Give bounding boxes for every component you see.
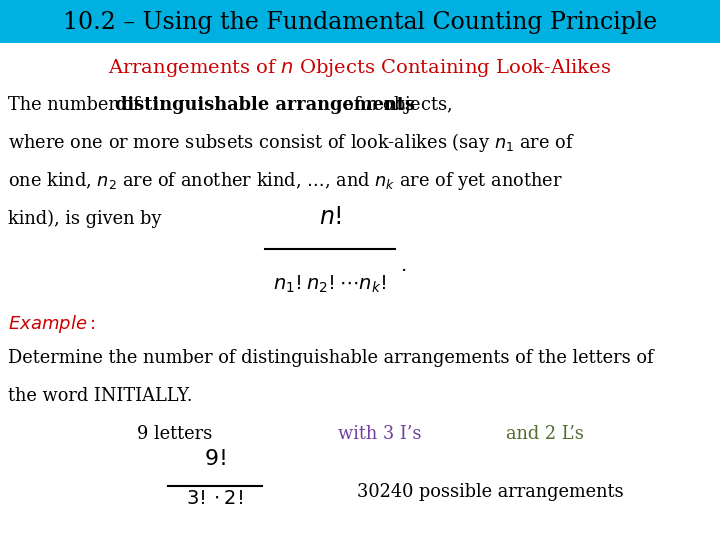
Text: $3! \cdot 2!$: $3! \cdot 2!$ xyxy=(186,490,243,508)
Text: kind), is given by: kind), is given by xyxy=(8,210,161,228)
Text: with 3 I’s: with 3 I’s xyxy=(338,425,422,443)
Text: $n_1 ! n_2 ! \cdots n_k !$: $n_1 ! n_2 ! \cdots n_k !$ xyxy=(273,274,387,295)
Text: one kind, $\mathit{n}_2$ are of another kind, $\ldots$, and $\mathit{n}_k$ are o: one kind, $\mathit{n}_2$ are of another … xyxy=(8,170,563,192)
Text: The number of: The number of xyxy=(8,96,145,114)
Text: .: . xyxy=(400,257,406,275)
Text: 10.2 – Using the Fundamental Counting Principle: 10.2 – Using the Fundamental Counting Pr… xyxy=(63,10,657,33)
Text: Arrangements of $\mathit{n}$ Objects Containing Look-Alikes: Arrangements of $\mathit{n}$ Objects Con… xyxy=(109,57,611,79)
Text: of $\mathit{n}$ objects,: of $\mathit{n}$ objects, xyxy=(337,94,453,116)
Text: and 2 L’s: and 2 L’s xyxy=(506,425,584,443)
Text: 30240 possible arrangements: 30240 possible arrangements xyxy=(356,483,624,501)
Text: where one or more subsets consist of look-alikes (say $\mathit{n}_1$ are of: where one or more subsets consist of loo… xyxy=(8,132,575,154)
Text: $\mathit{Example:}$: $\mathit{Example:}$ xyxy=(8,313,96,335)
Text: distinguishable arrangements: distinguishable arrangements xyxy=(115,96,415,114)
Bar xyxy=(0,0,720,43)
Text: the word INITIALLY.: the word INITIALLY. xyxy=(8,387,192,405)
Text: $9!$: $9!$ xyxy=(204,448,226,470)
Text: 9 letters: 9 letters xyxy=(138,425,212,443)
Text: $n!$: $n!$ xyxy=(318,206,341,229)
Text: Determine the number of distinguishable arrangements of the letters of: Determine the number of distinguishable … xyxy=(8,349,654,367)
